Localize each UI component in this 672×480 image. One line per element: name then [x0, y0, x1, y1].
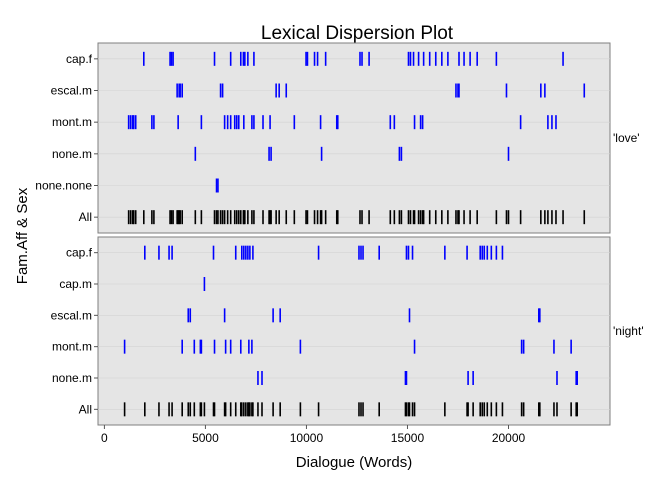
panel-strip-label: 'love' — [613, 131, 640, 145]
y-axis-title: Fam.Aff & Sex — [14, 187, 31, 284]
chart-panels: cap.f escal.m mont.m none.m none.none All 'lov… — [35, 42, 644, 426]
x-axis: 0 5000 10000 15000 20000 — [101, 425, 526, 445]
row-marks-none.m — [194, 146, 510, 161]
row-marks-cap.f — [142, 51, 564, 66]
row-label: cap.f — [66, 246, 93, 260]
row-marks-All — [127, 210, 586, 225]
row-marks-All — [123, 402, 578, 417]
row-marks-escal.m — [176, 83, 586, 98]
row-marks-none.m — [257, 371, 578, 385]
row-label: All — [79, 210, 92, 224]
row-marks-mont.m — [127, 115, 557, 130]
panel-1: cap.f cap.m escal.m mont.m none.m All 'night' — [51, 236, 644, 426]
row-label: cap.f — [66, 52, 93, 66]
row-marks-cap.f — [144, 245, 504, 260]
x-tick-label: 20000 — [492, 431, 526, 445]
row-marks-escal.m — [187, 308, 541, 323]
row-label: All — [79, 402, 92, 416]
row-marks-mont.m — [123, 339, 572, 354]
x-tick-label: 5000 — [192, 431, 219, 445]
x-tick-label: 0 — [101, 431, 108, 445]
chart-title: Lexical Dispersion Plot — [261, 23, 454, 44]
row-label: none.none — [35, 179, 92, 193]
row-label: mont.m — [52, 115, 92, 129]
x-tick-label: 15000 — [391, 431, 425, 445]
row-marks-none.none — [215, 178, 219, 193]
row-label: cap.m — [59, 277, 92, 291]
x-tick-label: 10000 — [290, 431, 324, 445]
panel-background — [97, 42, 611, 234]
panel-background — [97, 236, 611, 426]
row-label: mont.m — [52, 340, 92, 354]
panel-strip-label: 'night' — [613, 324, 644, 338]
row-label: escal.m — [51, 84, 92, 98]
row-label: escal.m — [51, 308, 92, 322]
x-axis-title: Dialogue (Words) — [296, 454, 412, 471]
row-label: none.m — [52, 147, 92, 161]
row-label: none.m — [52, 371, 92, 385]
panel-0: cap.f escal.m mont.m none.m none.none All 'lov… — [35, 42, 640, 234]
